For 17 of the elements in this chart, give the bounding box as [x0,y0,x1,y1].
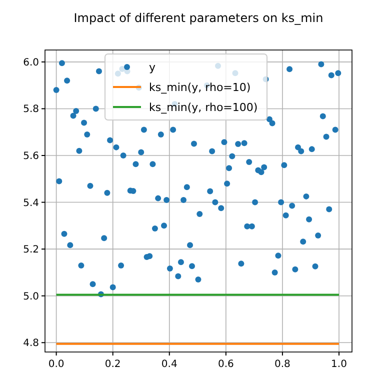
legend-label: ks_min(y, rho=10) [149,81,251,94]
x-tick-label: 0.6 [218,359,234,370]
y-tick-label: 5.8 [23,104,39,116]
x-tick-label: 1.0 [331,359,347,370]
chart-title: Impact of different parameters on ks_min [74,11,324,25]
y-tick-label: 4.8 [23,338,39,350]
y-tick-label: 5.0 [23,291,39,302]
legend-label: y [149,61,156,74]
x-tick-label: 0.0 [48,359,64,370]
y-tick-label: 5.4 [23,198,39,209]
legend-label: ks_min(y, rho=100) [149,101,258,114]
y-tick-label: 6.0 [23,57,39,68]
x-tick-label: 0.8 [274,359,290,370]
x-tick-label: 0.2 [104,359,121,370]
y-tick-label: 5.6 [23,151,39,162]
y-tick-label: 5.2 [23,244,39,256]
x-tick-label: 0.4 [161,359,178,370]
